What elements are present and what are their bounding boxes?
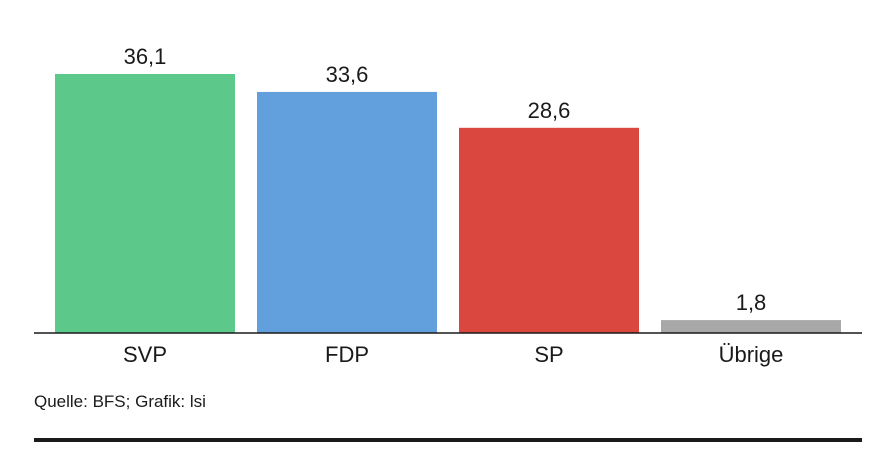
category-labels-group: SVP FDP SP Übrige <box>123 342 783 367</box>
category-label-sp: SP <box>534 342 563 367</box>
bar-brige <box>661 320 841 333</box>
source-note: Quelle: BFS; Grafik: lsi <box>34 392 206 411</box>
bottom-rule <box>34 438 862 442</box>
category-label-svp: SVP <box>123 342 167 367</box>
bar-chart: 36,1 33,6 28,6 1,8 SVP FDP SP Übrige <box>34 44 862 367</box>
value-label-sp: 28,6 <box>528 98 571 123</box>
category-label-fdp: FDP <box>325 342 369 367</box>
bar-sp <box>459 127 639 333</box>
bars-group <box>55 74 841 334</box>
bar-svp <box>55 74 235 333</box>
value-label-svp: 36,1 <box>124 44 167 69</box>
bar-fdp <box>257 91 437 334</box>
category-label-brige: Übrige <box>719 342 784 367</box>
value-label-brige: 1,8 <box>736 290 767 315</box>
value-labels-group: 36,1 33,6 28,6 1,8 <box>124 44 767 315</box>
value-label-fdp: 33,6 <box>326 62 369 87</box>
